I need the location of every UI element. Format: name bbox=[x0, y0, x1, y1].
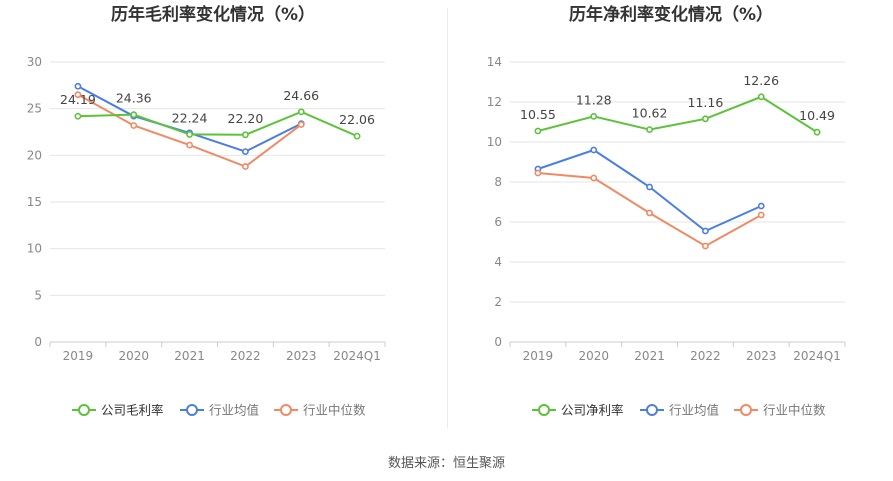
legend-label: 行业中位数 bbox=[763, 403, 826, 418]
data-point-industry_median bbox=[646, 209, 653, 217]
legend-marker-icon bbox=[740, 404, 752, 416]
legend-item-industry_median: 行业中位数 bbox=[274, 403, 366, 418]
legend-item-industry_avg: 行业均值 bbox=[180, 403, 259, 418]
data-point-industry_median bbox=[297, 121, 305, 128]
data-point-industry_avg bbox=[242, 148, 249, 155]
y-tick-label: 0 bbox=[494, 335, 502, 349]
y-tick-label: 14 bbox=[487, 55, 502, 69]
y-tick-label: 10 bbox=[27, 242, 42, 256]
legend-item-company: 公司毛利率 bbox=[72, 403, 164, 418]
y-tick-label: 4 bbox=[494, 255, 502, 269]
data-point-industry_median bbox=[590, 174, 598, 182]
x-tick-label: 2023 bbox=[286, 349, 317, 363]
y-tick-label: 5 bbox=[34, 288, 42, 302]
y-tick-label: 30 bbox=[27, 55, 42, 69]
legend-label: 公司净利率 bbox=[561, 403, 624, 418]
legend-item-company: 公司净利率 bbox=[532, 403, 624, 418]
data-label: 11.28 bbox=[576, 92, 612, 107]
y-tick-label: 8 bbox=[494, 175, 502, 189]
data-source-note: 数据来源：恒生聚源 bbox=[387, 456, 505, 471]
chart-title: 历年净利率变化情况（%） bbox=[569, 4, 773, 25]
series-line-company bbox=[537, 95, 818, 134]
data-point-company bbox=[353, 132, 361, 140]
data-label: 24.66 bbox=[283, 88, 319, 103]
y-tick-label: 2 bbox=[494, 295, 502, 309]
data-point-company bbox=[702, 115, 709, 123]
y-tick-label: 12 bbox=[487, 95, 502, 109]
data-point-industry_median bbox=[186, 141, 193, 149]
data-point-industry_avg bbox=[590, 146, 598, 154]
data-point-industry_median bbox=[130, 122, 138, 129]
data-label: 10.62 bbox=[632, 106, 668, 121]
data-label: 22.20 bbox=[228, 111, 264, 126]
series-line-company bbox=[77, 110, 358, 138]
legend-marker-icon bbox=[186, 404, 198, 416]
x-tick-label: 2022 bbox=[230, 349, 261, 363]
legend-label: 行业均值 bbox=[209, 403, 259, 418]
data-point-industry_median bbox=[534, 169, 542, 177]
chart-panel-2: 历年净利率变化情况（%） 0 2 4 6 8 10 12 14 2019 2020 2021 2022 2… bbox=[487, 4, 846, 418]
data-point-industry_avg bbox=[757, 202, 765, 210]
series-line-industry_avg bbox=[537, 148, 762, 233]
data-point-industry_median bbox=[74, 91, 82, 99]
legend-marker-icon bbox=[646, 404, 658, 416]
legend-label: 公司毛利率 bbox=[101, 403, 164, 418]
y-tick-label: 25 bbox=[27, 102, 42, 116]
data-point-industry_avg bbox=[74, 82, 82, 90]
legend-item-industry_avg: 行业均值 bbox=[640, 403, 719, 418]
legend-marker-icon bbox=[538, 404, 550, 416]
data-point-company bbox=[590, 113, 598, 120]
legend-marker-icon bbox=[78, 404, 90, 416]
y-tick-label: 0 bbox=[34, 335, 42, 349]
data-point-industry_median bbox=[702, 242, 709, 250]
data-point-company bbox=[74, 112, 82, 120]
data-point-company bbox=[646, 126, 653, 134]
data-point-company bbox=[534, 127, 542, 135]
data-label: 24.19 bbox=[60, 92, 96, 107]
data-label: 22.06 bbox=[339, 112, 375, 127]
data-point-company bbox=[242, 131, 249, 139]
chart-panel-1: 历年毛利率变化情况（%） 0 5 10 15 20 25 30 2019 2020 2021 2022… bbox=[27, 4, 386, 418]
x-tick-label: 2024Q1 bbox=[333, 349, 381, 363]
x-tick-label: 2019 bbox=[523, 349, 554, 363]
x-tick-label: 2019 bbox=[63, 349, 94, 363]
data-point-industry_avg bbox=[646, 183, 653, 191]
y-tick-label: 6 bbox=[494, 215, 502, 229]
x-tick-label: 2020 bbox=[578, 349, 609, 363]
data-point-industry_median bbox=[242, 163, 249, 170]
data-label: 10.49 bbox=[799, 108, 835, 123]
legend-item-industry_median: 行业中位数 bbox=[734, 403, 826, 418]
legend-label: 行业中位数 bbox=[303, 403, 366, 418]
data-label: 12.26 bbox=[743, 73, 779, 88]
data-point-company bbox=[757, 93, 765, 101]
data-label: 22.24 bbox=[172, 110, 208, 125]
x-tick-label: 2022 bbox=[690, 349, 721, 363]
data-point-industry_avg bbox=[702, 227, 709, 235]
x-tick-label: 2021 bbox=[174, 349, 205, 363]
data-point-company bbox=[813, 128, 821, 136]
data-point-company bbox=[130, 111, 138, 119]
legend-label: 行业均值 bbox=[669, 403, 719, 418]
data-point-industry_median bbox=[757, 211, 765, 219]
x-tick-label: 2021 bbox=[634, 349, 665, 363]
data-point-company bbox=[297, 108, 305, 116]
x-tick-label: 2020 bbox=[118, 349, 149, 363]
legend-marker-icon bbox=[280, 404, 292, 416]
data-label: 24.36 bbox=[116, 91, 152, 106]
y-tick-label: 10 bbox=[487, 135, 502, 149]
x-tick-label: 2024Q1 bbox=[793, 349, 841, 363]
y-tick-label: 15 bbox=[27, 195, 42, 209]
chart-title: 历年毛利率变化情况（%） bbox=[111, 4, 315, 25]
y-tick-label: 20 bbox=[27, 148, 42, 162]
x-tick-label: 2023 bbox=[746, 349, 777, 363]
data-label: 11.16 bbox=[688, 95, 724, 110]
panel-divider bbox=[447, 8, 448, 428]
data-point-company bbox=[186, 131, 193, 138]
data-label: 10.55 bbox=[520, 107, 556, 122]
